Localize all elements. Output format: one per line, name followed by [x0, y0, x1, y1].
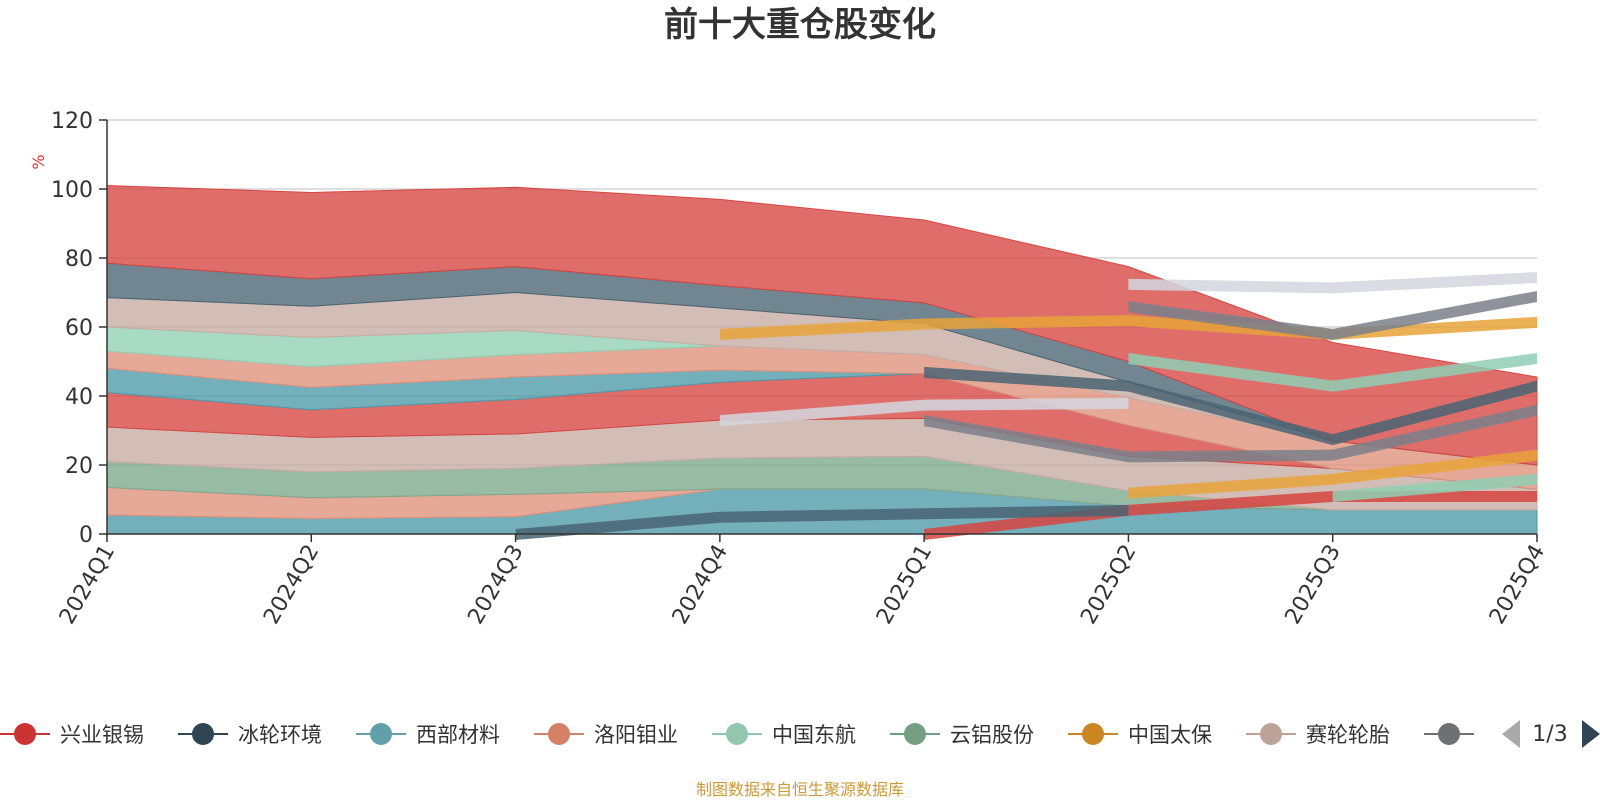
legend-item[interactable]: 洛阳钼业 — [534, 723, 678, 747]
x-tick-label: 2025Q4 — [1485, 541, 1550, 629]
legend-item[interactable]: 兴业银锡 — [0, 723, 144, 747]
legend-item[interactable]: 中国东航 — [712, 723, 856, 747]
x-tick-label: 2024Q2 — [259, 541, 324, 629]
legend-label: 西部材料 — [416, 723, 500, 747]
overlay-ribbon — [515, 504, 1129, 540]
chart-title: 前十大重仓股变化 — [664, 5, 936, 45]
overlay-ribbon — [1332, 473, 1537, 503]
legend-label: 冰轮环境 — [238, 723, 322, 747]
legend-item[interactable]: 赛轮轮胎 — [1246, 723, 1390, 747]
x-tick-label: 2025Q2 — [1076, 541, 1141, 629]
x-tick-label: 2024Q3 — [463, 541, 528, 629]
overlay-ribbon — [1128, 353, 1537, 392]
legend-marker — [1438, 723, 1460, 745]
y-tick-label: 20 — [65, 454, 93, 479]
y-tick-label: 0 — [79, 523, 93, 548]
area-band — [106, 185, 1538, 466]
legend-marker — [726, 723, 748, 745]
x-tick-label: 2024Q1 — [55, 541, 120, 629]
y-tick-label: 100 — [51, 178, 93, 203]
legend-item[interactable]: 云铝股份 — [890, 723, 1034, 747]
legend-marker — [14, 723, 36, 745]
overlay-ribbon — [924, 404, 1537, 463]
legend-marker — [370, 723, 392, 745]
overlay-ribbon — [1128, 271, 1537, 294]
y-tick-label: 120 — [51, 109, 93, 134]
legend-prev-page-icon[interactable] — [1502, 720, 1520, 748]
y-tick-label: 60 — [65, 316, 93, 341]
overlay-ribbon — [1128, 449, 1537, 499]
legend-page-indicator: 1/3 — [1532, 722, 1567, 747]
overlay-ribbon — [924, 366, 1537, 446]
legend-label: 中国东航 — [772, 723, 856, 747]
legend-next-page-icon[interactable] — [1582, 720, 1600, 748]
legend-item[interactable]: 中国太保 — [1068, 723, 1212, 747]
overlay-ribbon — [1128, 290, 1537, 340]
legend-label: 赛轮轮胎 — [1306, 723, 1390, 747]
data-source-note: 制图数据来自恒生聚源数据库 — [696, 780, 904, 799]
x-tick-label: 2025Q3 — [1281, 541, 1346, 629]
legend-marker — [548, 723, 570, 745]
legend-marker — [1082, 723, 1104, 745]
legend-marker — [904, 723, 926, 745]
area-series — [106, 185, 1538, 540]
legend-item[interactable] — [1424, 723, 1474, 745]
legend-label: 兴业银锡 — [60, 723, 144, 747]
x-tick-label: 2024Q4 — [668, 541, 733, 629]
legend-item[interactable]: 冰轮环境 — [178, 723, 322, 747]
legend-pager: 1/3 — [1502, 720, 1600, 748]
legend-label: 洛阳钼业 — [594, 723, 678, 747]
x-tick-label: 2025Q1 — [872, 541, 937, 629]
legend-label: 中国太保 — [1128, 723, 1212, 747]
legend-item[interactable]: 西部材料 — [356, 723, 500, 747]
y-tick-label: 40 — [65, 385, 93, 410]
legend-marker — [192, 723, 214, 745]
y-axis-unit-label: % — [29, 154, 48, 169]
legend-label: 云铝股份 — [950, 723, 1034, 747]
legend-marker — [1260, 723, 1282, 745]
y-tick-label: 80 — [65, 247, 93, 272]
legend: 兴业银锡 冰轮环境 西部材料 洛阳钼业 中国东航 云铝股份 中国太保 赛轮轮胎 — [0, 723, 1474, 747]
overlay-ribbon — [719, 397, 1129, 427]
